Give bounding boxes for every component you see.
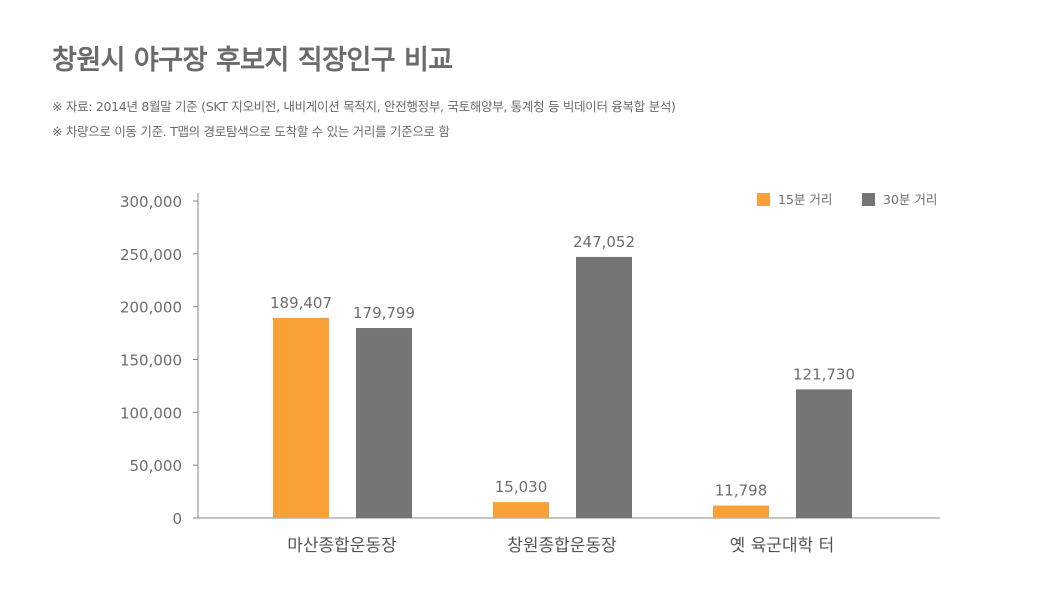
method-note: ※ 차량으로 이동 기준. T맵의 경로탐색으로 도착할 수 있는 거리를 기준…	[52, 124, 450, 139]
y-tick-label: 300,000	[120, 193, 182, 211]
bar	[493, 502, 549, 518]
bar	[356, 328, 412, 518]
y-tick-label: 150,000	[120, 352, 182, 370]
data-label: 179,799	[353, 304, 415, 322]
x-tick-label: 옛 육군대학 터	[730, 536, 835, 556]
bar	[713, 505, 769, 518]
y-tick-label: 100,000	[120, 404, 182, 422]
source-note: ※ 자료: 2014년 8월말 기준 (SKT 지오비전, 내비게이션 목적지,…	[52, 99, 676, 114]
x-tick-label: 창원종합운동장	[507, 536, 617, 556]
bar	[273, 317, 329, 518]
data-label: 247,052	[573, 233, 635, 251]
x-tick-label: 마산종합운동장	[287, 536, 397, 556]
legend-swatch	[862, 193, 875, 206]
bar	[576, 256, 632, 518]
data-label: 11,798	[715, 482, 768, 500]
y-tick-label: 0	[172, 510, 182, 528]
legend-swatch	[757, 193, 770, 206]
data-label: 189,407	[270, 294, 332, 312]
y-tick-label: 200,000	[120, 299, 182, 317]
bar	[796, 389, 852, 518]
legend-label: 30분 거리	[883, 192, 937, 207]
page-title: 창원시 야구장 후보지 직장인구 비교	[52, 45, 453, 76]
data-label: 15,030	[495, 478, 548, 496]
y-tick-label: 50,000	[130, 457, 183, 475]
legend-label: 15분 거리	[778, 192, 832, 207]
data-label: 121,730	[793, 365, 855, 383]
y-tick-label: 250,000	[120, 246, 182, 264]
